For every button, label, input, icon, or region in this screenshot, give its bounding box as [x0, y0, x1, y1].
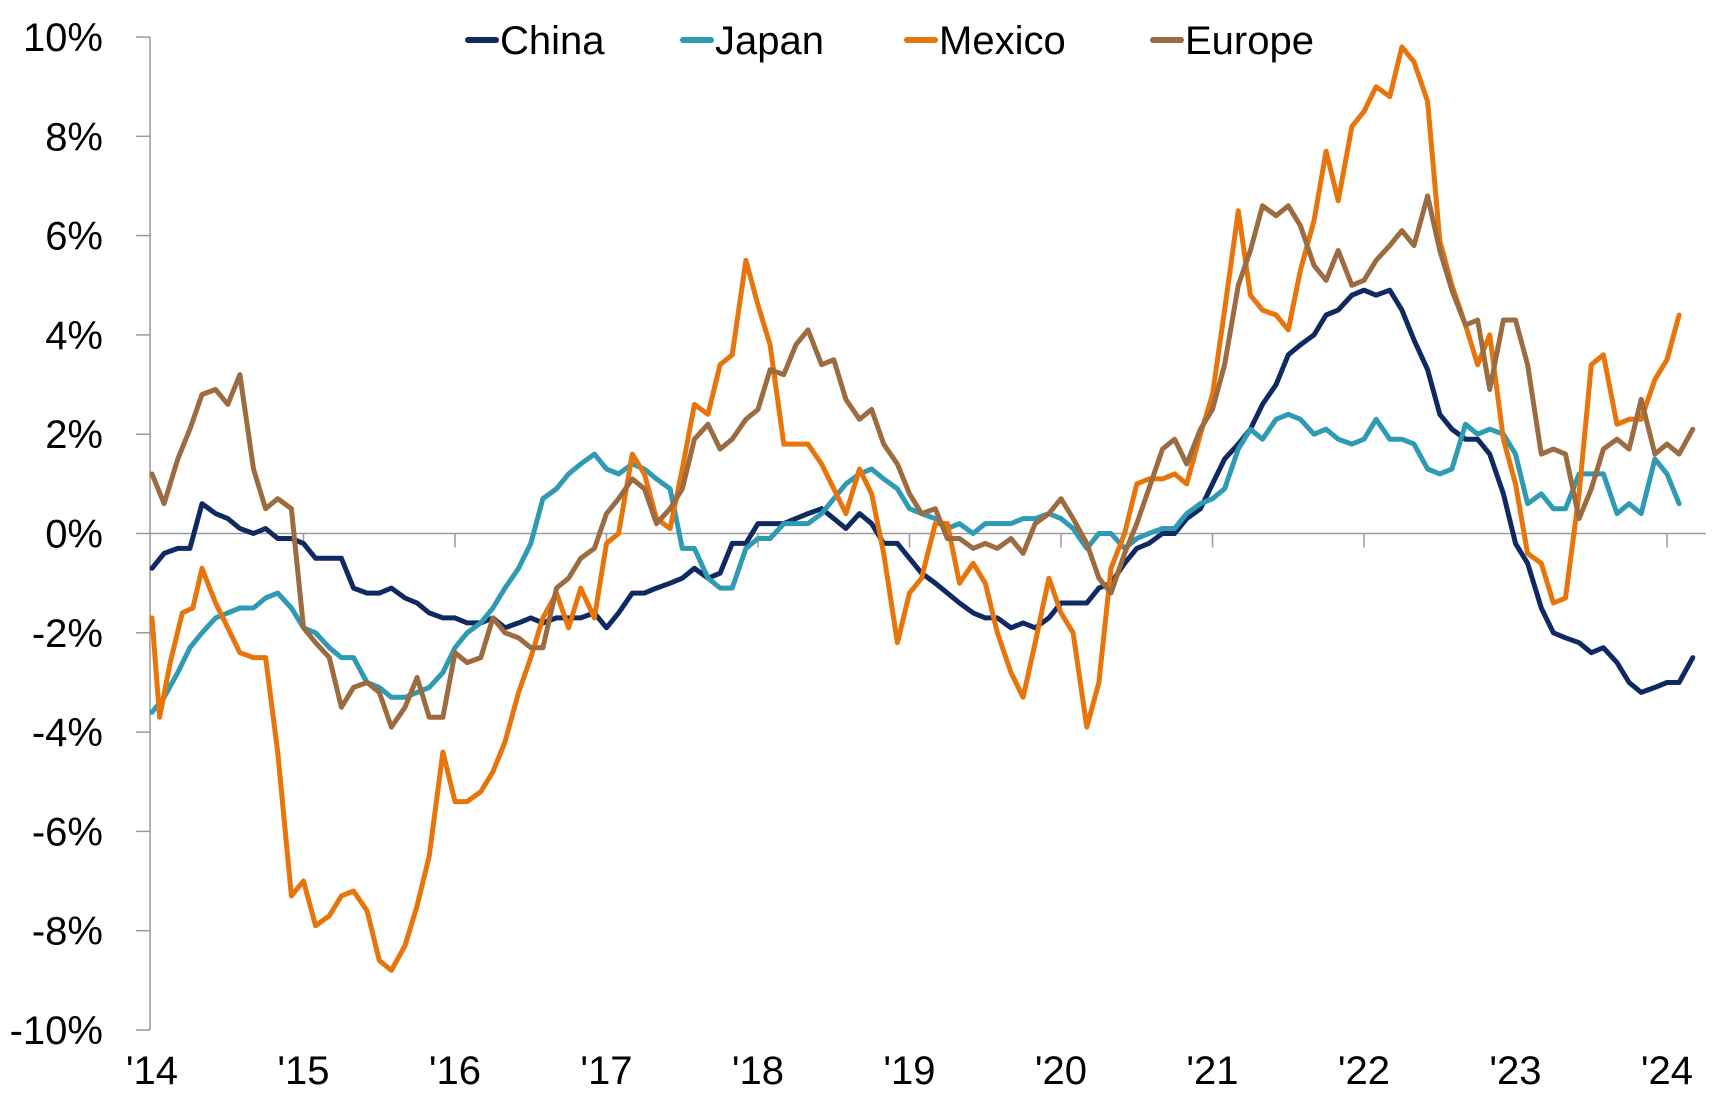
- legend-label-china: China: [500, 19, 605, 63]
- y-tick-label: -6%: [32, 810, 103, 854]
- y-tick-label: -4%: [32, 711, 103, 755]
- x-tick-label: '16: [429, 1049, 481, 1093]
- y-tick-label: 4%: [45, 314, 103, 358]
- y-tick-label: 6%: [45, 215, 103, 259]
- legend-label-mexico: Mexico: [939, 19, 1066, 63]
- x-tick-label: '24: [1641, 1049, 1693, 1093]
- y-tick-label: -8%: [32, 910, 103, 954]
- series-line-europe: [149, 193, 1696, 730]
- x-tick-label: '14: [126, 1049, 178, 1093]
- y-tick-label: -2%: [32, 612, 103, 656]
- legend-label-europe: Europe: [1185, 19, 1314, 63]
- series-line-mexico: [149, 44, 1682, 973]
- y-tick-label: 2%: [45, 413, 103, 457]
- x-tick-label: '15: [277, 1049, 329, 1093]
- legend-label-japan: Japan: [715, 19, 824, 63]
- y-tick-label: 0%: [45, 513, 103, 557]
- series-lines: [149, 44, 1696, 973]
- x-tick-label: '21: [1186, 1049, 1238, 1093]
- x-tick-label: '17: [580, 1049, 632, 1093]
- legend: China Japan Mexico Europe: [465, 19, 1314, 63]
- axes: 10% 8% 6% 4% 2% 0% -2% -4% -6% -8% -10% '14 '15 '16 '1…: [10, 16, 1706, 1093]
- x-tick-label: '20: [1035, 1049, 1087, 1093]
- x-tick-label: '22: [1338, 1049, 1390, 1093]
- x-tick-label: '19: [883, 1049, 935, 1093]
- y-tick-label: -10%: [10, 1009, 103, 1053]
- y-tick-label: 8%: [45, 115, 103, 159]
- y-tick-label: 10%: [23, 16, 103, 60]
- series-line-china: [149, 287, 1696, 695]
- x-tick-label: '18: [732, 1049, 784, 1093]
- x-tick-label: '23: [1489, 1049, 1541, 1093]
